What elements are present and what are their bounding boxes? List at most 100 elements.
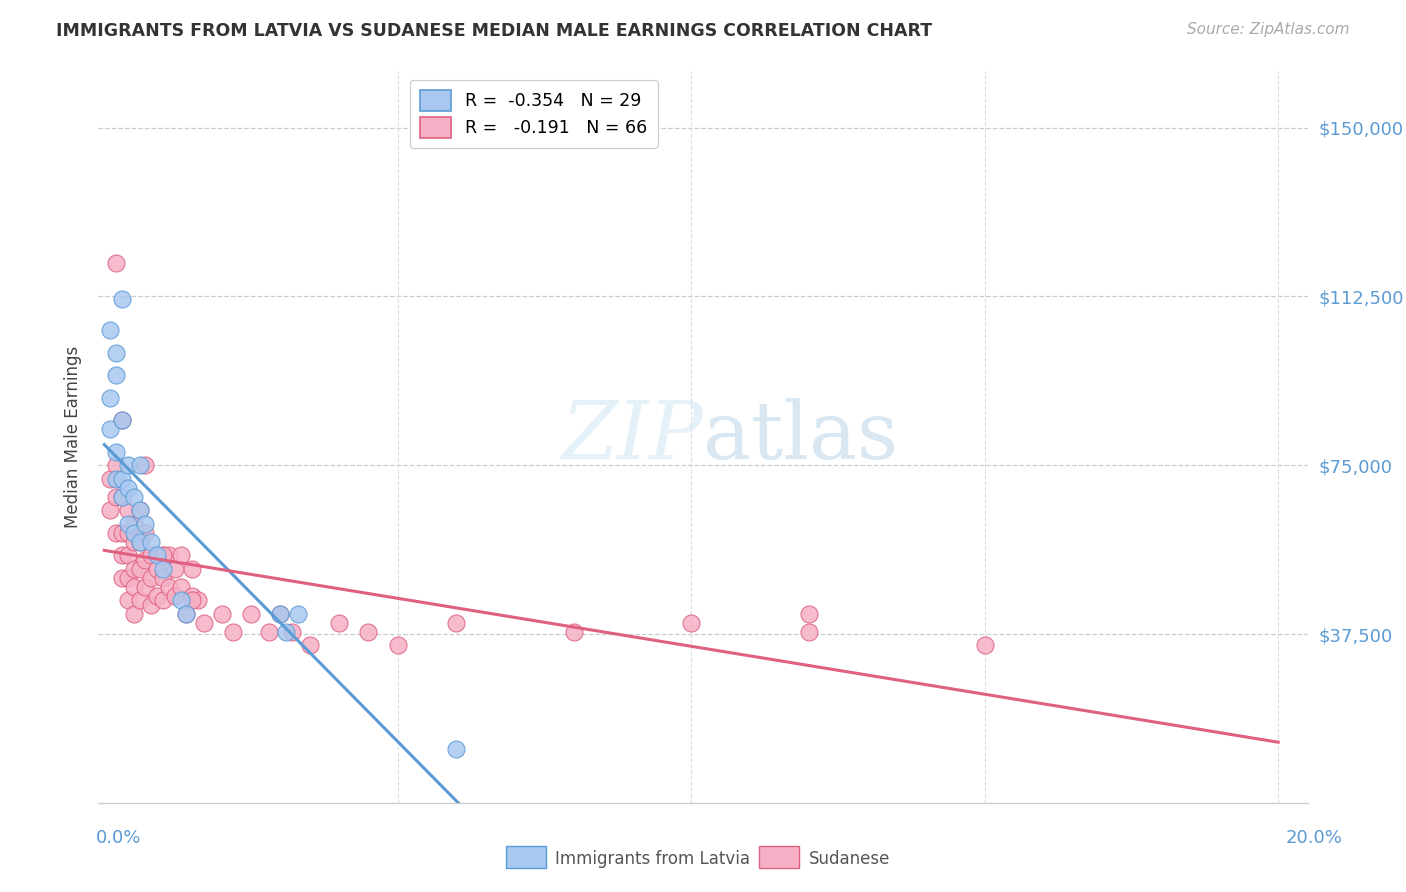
Point [169, 593, 191, 607]
Point [298, 638, 321, 652]
Point [287, 607, 309, 621]
Point [98, 323, 121, 337]
Point [141, 548, 163, 562]
Point [152, 593, 174, 607]
Point [387, 638, 409, 652]
Point [128, 534, 150, 549]
Point [562, 624, 585, 639]
Point [117, 571, 139, 585]
Point [193, 615, 215, 630]
Point [169, 580, 191, 594]
Point [111, 413, 134, 427]
Point [105, 368, 128, 383]
Y-axis label: Median Male Earnings: Median Male Earnings [63, 346, 82, 528]
Point [122, 525, 145, 540]
Point [122, 607, 145, 621]
Point [111, 490, 134, 504]
Point [222, 624, 245, 639]
Point [176, 607, 198, 621]
Point [117, 503, 139, 517]
Point [122, 562, 145, 576]
Point [181, 593, 204, 607]
Point [111, 548, 134, 562]
Point [797, 624, 820, 639]
Point [105, 458, 128, 473]
Text: 0.0%: 0.0% [96, 829, 141, 847]
Point [146, 562, 169, 576]
Point [122, 490, 145, 504]
Point [117, 458, 139, 473]
Point [111, 413, 134, 427]
Point [117, 548, 139, 562]
Point [240, 607, 263, 621]
Point [163, 589, 186, 603]
Point [681, 615, 703, 630]
Point [157, 580, 180, 594]
Point [134, 580, 156, 594]
Point [152, 571, 174, 585]
Point [446, 615, 468, 630]
Point [117, 593, 139, 607]
Point [117, 525, 139, 540]
Point [134, 516, 156, 531]
Point [105, 525, 128, 540]
Point [141, 571, 163, 585]
Point [128, 562, 150, 576]
Point [105, 345, 128, 359]
Point [257, 624, 280, 639]
Point [98, 422, 121, 436]
Point [152, 562, 174, 576]
Point [105, 255, 128, 269]
Point [141, 534, 163, 549]
Point [211, 607, 233, 621]
Point [187, 593, 209, 607]
Point [973, 638, 995, 652]
Point [105, 490, 128, 504]
Point [328, 615, 350, 630]
Point [128, 503, 150, 517]
Point [269, 607, 291, 621]
Point [117, 481, 139, 495]
Point [128, 458, 150, 473]
Point [797, 607, 820, 621]
Point [181, 562, 204, 576]
Point [111, 292, 134, 306]
Point [163, 562, 186, 576]
Point [157, 548, 180, 562]
Point [134, 525, 156, 540]
Point [146, 548, 169, 562]
Point [152, 548, 174, 562]
Point [98, 391, 121, 405]
Legend: R =  -0.354   N = 29, R =   -0.191   N = 66: R = -0.354 N = 29, R = -0.191 N = 66 [409, 80, 658, 148]
Point [176, 607, 198, 621]
Point [128, 503, 150, 517]
Text: ZIP: ZIP [561, 399, 703, 475]
Point [98, 503, 121, 517]
Point [111, 571, 134, 585]
Point [146, 589, 169, 603]
Point [122, 516, 145, 531]
Point [105, 472, 128, 486]
Point [169, 548, 191, 562]
Point [446, 741, 468, 756]
Point [281, 624, 304, 639]
Point [117, 516, 139, 531]
Text: Source: ZipAtlas.com: Source: ZipAtlas.com [1187, 22, 1350, 37]
Point [111, 490, 134, 504]
Point [122, 580, 145, 594]
Point [128, 593, 150, 607]
Point [141, 598, 163, 612]
Text: Sudanese: Sudanese [808, 850, 890, 868]
Text: IMMIGRANTS FROM LATVIA VS SUDANESE MEDIAN MALE EARNINGS CORRELATION CHART: IMMIGRANTS FROM LATVIA VS SUDANESE MEDIA… [56, 22, 932, 40]
Point [111, 525, 134, 540]
Point [181, 589, 204, 603]
Point [152, 548, 174, 562]
Point [134, 553, 156, 567]
Point [105, 444, 128, 458]
Point [134, 458, 156, 473]
Text: 20.0%: 20.0% [1286, 829, 1343, 847]
Text: Immigrants from Latvia: Immigrants from Latvia [555, 850, 751, 868]
Point [122, 534, 145, 549]
Point [269, 607, 291, 621]
Point [357, 624, 380, 639]
